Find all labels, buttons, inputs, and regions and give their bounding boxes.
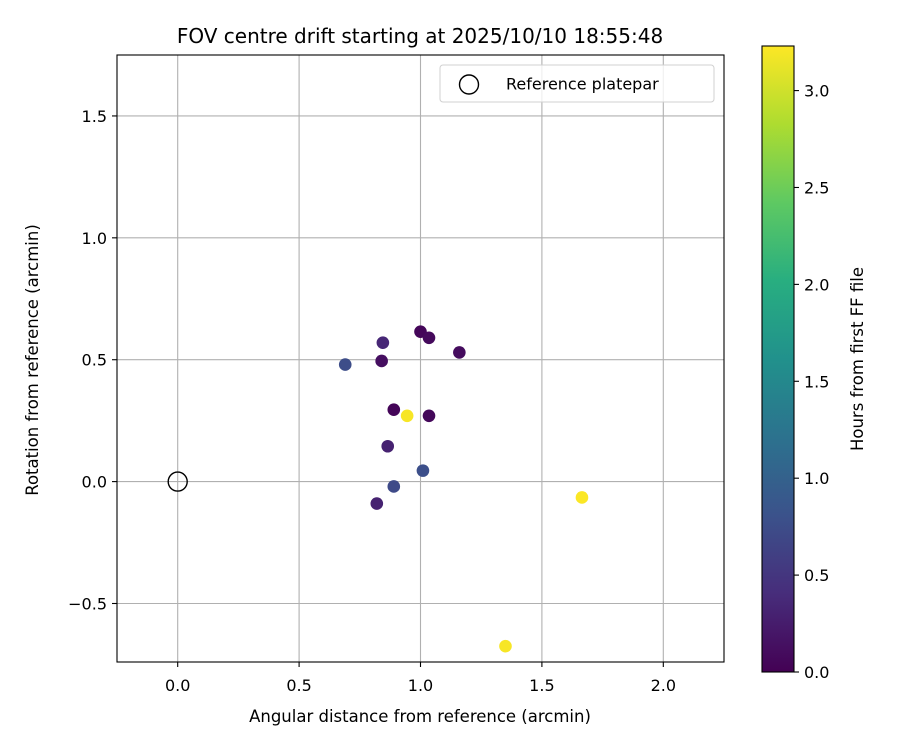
data-point-9 — [338, 358, 352, 371]
legend-marker-reference — [458, 74, 480, 95]
data-point-4 — [387, 403, 401, 416]
x-axis-label: Angular distance from reference (arcmin) — [249, 707, 591, 726]
data-point-7 — [381, 439, 395, 453]
x-tick-label: 2.0 — [651, 676, 676, 695]
reference-platepar-marker — [167, 471, 188, 492]
colorbar-tick-label: 3.0 — [804, 82, 829, 101]
data-point-10 — [387, 480, 401, 493]
colorbar-tick-label: 2.0 — [804, 275, 829, 294]
colorbar-gradient — [761, 45, 795, 673]
grid — [117, 55, 724, 662]
x-tick-label: 0.5 — [286, 676, 311, 695]
data-point-2 — [453, 346, 466, 359]
colorbar: 0.0 0.5 1.0 1.5 2.0 2.5 3.0 Hours from first F… — [761, 45, 867, 682]
data-point-13 — [575, 491, 589, 504]
data-point-1 — [422, 331, 436, 345]
x-tick-label: 1.0 — [408, 676, 433, 695]
legend-entry-reference: Reference platepar — [506, 75, 659, 94]
y-axis-label: Rotation from reference (arcmin) — [23, 224, 42, 496]
x-tick-label: 0.0 — [165, 676, 190, 695]
data-point-5 — [422, 409, 436, 423]
legend-box — [439, 64, 715, 103]
data-point-11 — [416, 464, 430, 477]
y-tick-label: 1.5 — [82, 107, 107, 126]
y-tick-label: −0.5 — [68, 594, 107, 613]
data-point-12 — [400, 409, 414, 423]
data-point-14 — [499, 639, 512, 653]
data-points — [167, 325, 589, 653]
colorbar-label: Hours from first FF file — [848, 267, 867, 451]
legend: Reference platepar — [439, 64, 715, 103]
colorbar-tick-label: 2.5 — [804, 178, 829, 197]
data-point-8 — [370, 497, 384, 510]
colorbar-tick-label: 0.0 — [804, 663, 829, 682]
colorbar-tick-label: 1.0 — [804, 469, 829, 488]
y-axis: −0.5 0.0 0.5 1.0 1.5 — [68, 107, 117, 613]
data-point-6 — [376, 336, 390, 349]
colorbar-tick-label: 0.5 — [804, 566, 829, 585]
x-axis: 0.0 0.5 1.0 1.5 2.0 — [165, 662, 676, 695]
chart-title: FOV centre drift starting at 2025/10/10 … — [177, 24, 663, 48]
y-tick-label: 0.0 — [82, 473, 107, 492]
y-tick-label: 0.5 — [82, 351, 107, 370]
colorbar-ticks: 0.0 0.5 1.0 1.5 2.0 2.5 3.0 — [794, 82, 829, 682]
y-tick-label: 1.0 — [82, 229, 107, 248]
colorbar-tick-label: 1.5 — [804, 372, 829, 391]
data-point-3 — [375, 354, 388, 368]
x-tick-label: 1.5 — [529, 676, 554, 695]
